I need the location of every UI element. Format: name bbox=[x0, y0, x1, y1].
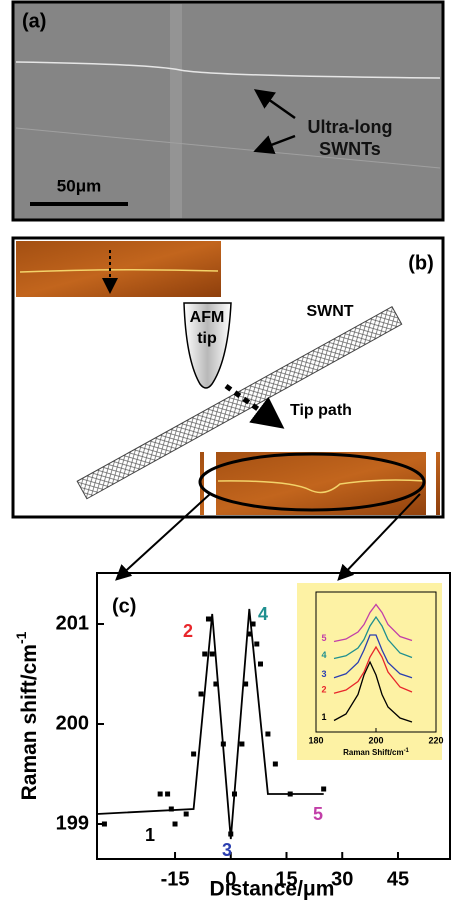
data-point bbox=[199, 692, 204, 697]
y-axis-label-text: Raman shift/cm bbox=[18, 644, 41, 800]
tip-label: AFM bbox=[190, 309, 225, 326]
scale-label: 50μm bbox=[57, 176, 101, 195]
data-point bbox=[210, 652, 215, 657]
x-axis-label-sup: -1 bbox=[404, 748, 410, 754]
data-point bbox=[184, 812, 189, 817]
x-tick-label: 200 bbox=[368, 735, 383, 745]
gap bbox=[204, 452, 216, 515]
panel-a: (a) Ultra-long SWNTs 50μm bbox=[13, 2, 443, 220]
tip-label: tip bbox=[197, 330, 217, 347]
legend-label: 5 bbox=[321, 633, 326, 643]
point-label: 4 bbox=[258, 604, 268, 624]
panel-label: (b) bbox=[408, 252, 434, 274]
path-label: Tip path bbox=[290, 402, 352, 419]
y-tick-label: 200 bbox=[56, 712, 89, 734]
data-point bbox=[321, 787, 326, 792]
gap bbox=[426, 452, 436, 515]
data-point bbox=[191, 752, 196, 757]
data-point bbox=[158, 792, 163, 797]
data-point bbox=[206, 617, 211, 622]
inset-background bbox=[297, 583, 442, 760]
data-point bbox=[202, 652, 207, 657]
x-tick-label: 0 bbox=[225, 868, 236, 890]
point-label: 2 bbox=[183, 621, 193, 641]
legend-label: 3 bbox=[321, 669, 326, 679]
data-point bbox=[165, 792, 170, 797]
y-tick-label: 199 bbox=[56, 812, 89, 834]
tube-label: SWNT bbox=[306, 303, 353, 320]
panel-label: (c) bbox=[112, 595, 136, 617]
legend-label: 4 bbox=[321, 650, 326, 660]
legend-label: 1 bbox=[321, 712, 326, 722]
y-axis-label-sup: -1 bbox=[13, 631, 29, 644]
data-point bbox=[239, 742, 244, 747]
x-tick-label: 30 bbox=[331, 868, 353, 890]
x-tick-label: 15 bbox=[275, 868, 297, 890]
data-line bbox=[97, 609, 324, 839]
afm-image bbox=[16, 241, 221, 297]
annotation: SWNTs bbox=[319, 139, 381, 159]
x-tick-label: 45 bbox=[387, 868, 409, 890]
x-axis-label-text: Raman Shift/cm bbox=[343, 748, 403, 757]
panel-b: AFM tip SWNT Tip path (b) bbox=[13, 238, 443, 517]
x-tick-label: 220 bbox=[428, 735, 443, 745]
legend-label: 2 bbox=[321, 685, 326, 695]
point-label: 1 bbox=[145, 825, 155, 845]
annotation: Ultra-long bbox=[308, 117, 393, 137]
data-point bbox=[258, 662, 263, 667]
point-label: 5 bbox=[313, 804, 323, 824]
panel-label: (a) bbox=[22, 10, 46, 32]
point-label: 3 bbox=[222, 840, 232, 860]
y-axis-label: Raman shift/cm-1 bbox=[13, 631, 41, 800]
data-point bbox=[102, 822, 107, 827]
data-point bbox=[254, 642, 259, 647]
figure: (a) Ultra-long SWNTs 50μm AFM tip SWNT T… bbox=[0, 0, 455, 903]
data-point bbox=[273, 762, 278, 767]
stripe bbox=[170, 4, 182, 218]
x-axis-label: Raman Shift/cm-1 bbox=[343, 748, 409, 758]
y-tick-label: 201 bbox=[56, 612, 89, 634]
x-tick-label: -15 bbox=[161, 868, 190, 890]
x-tick-label: 180 bbox=[308, 735, 323, 745]
data-point bbox=[265, 732, 270, 737]
data-point bbox=[173, 822, 178, 827]
